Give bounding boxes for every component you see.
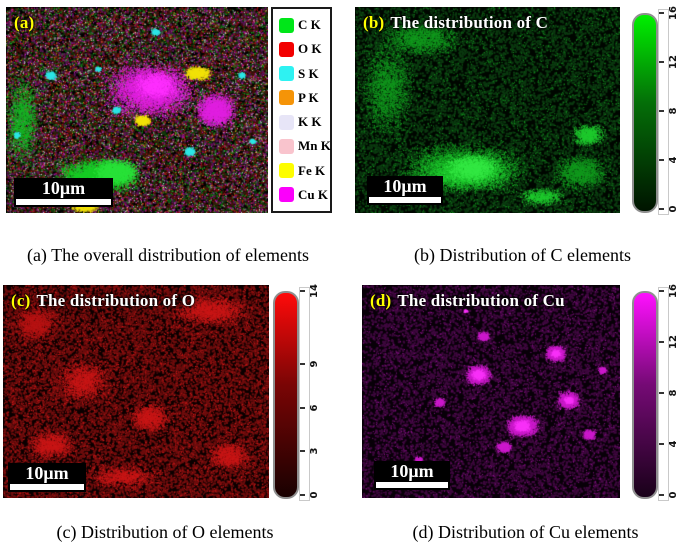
colorbar-tick-label: 16 [667, 284, 679, 298]
scale-bar-line [10, 484, 84, 490]
colorbar-tick-label: 0 [667, 205, 679, 213]
colorbar-tick-label: 0 [667, 491, 679, 499]
scale-bar-label: 10μm [25, 463, 69, 483]
scale-bar-label: 10μm [390, 461, 434, 481]
legend-item: K K [279, 114, 330, 130]
panel-a-title: (a) [14, 13, 40, 33]
colorbar-tick-strip [658, 9, 669, 215]
colorbar-tick-label: 4 [667, 440, 679, 448]
scale-bar-line [369, 197, 441, 203]
panel-b-title-text: The distribution of C [390, 13, 549, 32]
legend-swatch-p-k [279, 90, 294, 106]
colorbar-tick-mark [659, 159, 664, 161]
colorbar-tick-label: 14 [308, 284, 320, 298]
panel-d-title-text: The distribution of Cu [397, 291, 565, 310]
caption-d: (d) Distribution of Cu elements [412, 522, 639, 542]
panel-a-label: (a) [14, 13, 35, 32]
panel-c-eds-image [3, 285, 269, 498]
scale-bar-line [16, 199, 111, 205]
panel-b-title: (b) The distribution of C [363, 13, 548, 33]
panel-c-title: (c) The distribution of O [11, 291, 195, 311]
panel-d-label: (d) [370, 291, 392, 310]
legend-swatch-fe-k [279, 163, 294, 179]
colorbar-tick-mark [659, 12, 664, 14]
colorbar-tick-label: 8 [667, 107, 679, 115]
panel-b-map: (b) The distribution of C 10μm [355, 7, 620, 213]
legend-swatch-mn-k [279, 138, 294, 154]
legend-swatch-cu-k [279, 187, 294, 203]
colorbar-tick-mark [659, 110, 664, 112]
colorbar-tick-mark [300, 450, 305, 453]
panel-c-title-text: The distribution of O [36, 291, 196, 310]
panel-d-map: (d) The distribution of Cu 10μm [362, 285, 620, 498]
colorbar-tick-mark [300, 290, 305, 292]
colorbar-tick-label: 3 [308, 447, 320, 455]
panel-c-label: (c) [11, 291, 31, 310]
colorbar-tick-label: 8 [667, 389, 679, 397]
caption-b: (b) Distribution of C elements [414, 245, 631, 265]
colorbar-tick-mark [659, 61, 664, 63]
colorbar-tick-label: 12 [667, 335, 679, 349]
colorbar-tick-strip [658, 287, 669, 501]
legend-label: Fe K [298, 162, 326, 178]
colorbar-gradient [273, 291, 299, 499]
scale-bar-label: 10μm [41, 178, 86, 198]
legend-label: C K [298, 17, 321, 33]
scale-bar: 10μm [8, 463, 86, 492]
legend-swatch-o-k [279, 41, 294, 57]
legend-label: S K [298, 65, 319, 81]
legend-label: O K [298, 41, 322, 57]
legend-item: P K [279, 90, 330, 106]
legend-swatch-c-k [279, 17, 294, 33]
colorbar-tick-mark [300, 494, 305, 496]
colorbar-tick-label: 9 [308, 360, 320, 368]
legend-label: Mn K [298, 138, 331, 154]
legend-label: K K [298, 114, 322, 130]
legend-label: P K [298, 89, 319, 105]
colorbar-tick-mark [300, 362, 305, 365]
panel-a-map: (a) 10μm [6, 7, 268, 213]
panel-c-map: (c) The distribution of O 10μm [3, 285, 269, 498]
scale-bar-line [376, 482, 448, 488]
panel-b-label: (b) [363, 13, 385, 32]
colorbar-tick-label: 4 [667, 156, 679, 164]
colorbar-tick-mark [659, 443, 664, 445]
legend-item: Fe K [279, 163, 330, 179]
scale-bar: 10μm [374, 461, 450, 490]
colorbar-tick-mark [300, 406, 305, 409]
legend-item: Mn K [279, 138, 331, 154]
colorbar-tick-mark [659, 341, 664, 343]
legend-label: Cu K [298, 186, 328, 202]
colorbar-tick-label: 12 [667, 55, 679, 69]
colorbar-tick-strip [299, 287, 310, 501]
caption-c: (c) Distribution of O elements [56, 522, 274, 542]
scale-bar: 10μm [367, 176, 443, 205]
caption-a: (a) The overall distribution of elements [26, 245, 310, 265]
colorbar-gradient [632, 13, 658, 213]
legend-item: Cu K [279, 187, 330, 203]
colorbar-tick-label: 16 [667, 6, 679, 20]
panel-d-title: (d) The distribution of Cu [370, 291, 565, 311]
legend-item: S K [279, 66, 330, 82]
colorbar-tick-mark [659, 290, 664, 292]
colorbar-tick-label: 0 [308, 491, 320, 499]
colorbar-gradient [632, 291, 658, 499]
colorbar-tick-mark [659, 494, 664, 496]
scale-bar-label: 10μm [383, 176, 427, 196]
element-legend: C K O K S K P K K K Mn K Fe K Cu K [271, 7, 332, 213]
legend-swatch-k-k [279, 114, 294, 130]
colorbar-tick-label: 6 [308, 404, 320, 412]
scale-bar: 10μm [14, 178, 113, 207]
legend-item: C K [279, 17, 330, 33]
legend-swatch-s-k [279, 66, 294, 82]
legend-item: O K [279, 41, 330, 57]
colorbar-tick-mark [659, 392, 664, 394]
colorbar-tick-mark [659, 208, 664, 210]
